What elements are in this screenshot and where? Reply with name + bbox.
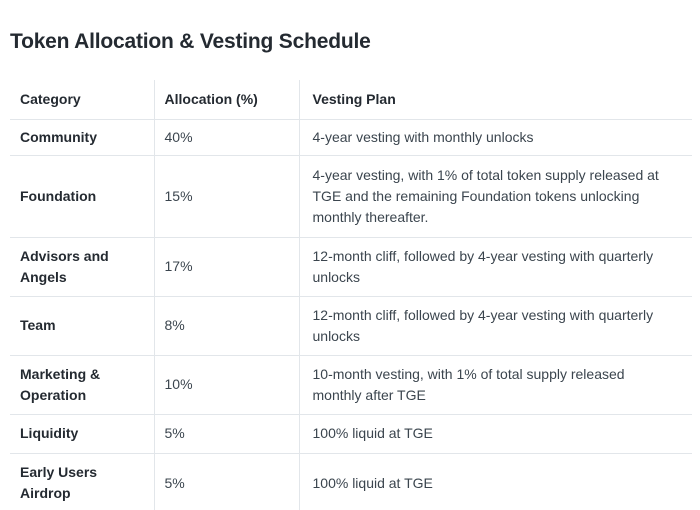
table-row: Team 8% 12-month cliff, followed by 4-ye… [10, 296, 692, 356]
allocation-cell: 5% [153, 453, 299, 510]
page-title: Token Allocation & Vesting Schedule [10, 30, 371, 53]
table-row: Advisors and Angels 17% 12-month cliff, … [10, 237, 692, 297]
table-header: Category Allocation (%) Vesting Plan [10, 80, 692, 120]
vesting-plan-cell: 100% liquid at TGE [298, 414, 692, 454]
category-cell: Marketing & Operation [10, 355, 154, 415]
table-body: Community 40% 4-year vesting with monthl… [10, 119, 692, 510]
vesting-plan-cell: 10-month vesting, with 1% of total suppl… [298, 355, 692, 415]
category-cell: Team [10, 296, 154, 356]
allocation-cell: 10% [153, 355, 299, 415]
column-header-allocation: Allocation (%) [153, 80, 299, 120]
vesting-plan-cell: 4-year vesting, with 1% of total token s… [298, 155, 692, 238]
table-header-row: Category Allocation (%) Vesting Plan [10, 80, 692, 120]
allocation-cell: 5% [153, 414, 299, 454]
table-row: Early Users Airdrop 5% 100% liquid at TG… [10, 453, 692, 510]
allocation-cell: 15% [153, 155, 299, 238]
vesting-plan-cell: 12-month cliff, followed by 4-year vesti… [298, 237, 692, 297]
category-cell: Advisors and Angels [10, 237, 154, 297]
category-cell: Community [10, 119, 154, 156]
allocation-cell: 40% [153, 119, 299, 156]
vesting-plan-cell: 4-year vesting with monthly unlocks [298, 119, 692, 156]
allocation-cell: 17% [153, 237, 299, 297]
column-header-category: Category [10, 80, 154, 120]
table-row: Community 40% 4-year vesting with monthl… [10, 119, 692, 156]
allocation-cell: 8% [153, 296, 299, 356]
table-row: Foundation 15% 4-year vesting, with 1% o… [10, 155, 692, 238]
vesting-plan-cell: 12-month cliff, followed by 4-year vesti… [298, 296, 692, 356]
token-allocation-table: Category Allocation (%) Vesting Plan Com… [10, 80, 692, 510]
table-row: Liquidity 5% 100% liquid at TGE [10, 414, 692, 454]
table-row: Marketing & Operation 10% 10-month vesti… [10, 355, 692, 415]
category-cell: Foundation [10, 155, 154, 238]
vesting-plan-cell: 100% liquid at TGE [298, 453, 692, 510]
category-cell: Early Users Airdrop [20, 464, 98, 502]
column-header-vesting-plan: Vesting Plan [298, 80, 692, 120]
category-cell: Liquidity [10, 414, 154, 454]
